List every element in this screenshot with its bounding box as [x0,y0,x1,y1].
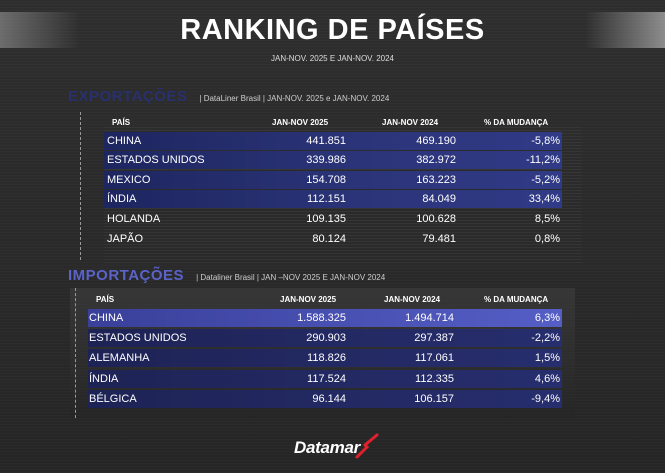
country-name: ESTADOS UNIDOS [107,154,205,166]
table-row: ÍNDIA 117.524 112.335 4,6% [88,370,562,388]
table-row: HOLANDA 109.135 100.628 8,5% [104,210,562,228]
country-name: CHINA [107,135,142,147]
col-change: % DA MUDANÇA [484,118,549,127]
table-row: JAPÃO 80.124 79.481 0,8% [104,230,562,248]
decor-shine-right [585,12,665,48]
value-change: 8,5% [534,213,560,225]
value-2025: 290.903 [306,332,346,344]
value-2024: 79.481 [422,233,456,245]
imports-divider [75,288,76,418]
value-2025: 109.135 [306,213,346,225]
col-2024: JAN-NOV 2024 [384,295,441,304]
exports-divider [80,112,81,260]
logo-slash-icon [355,433,379,459]
country-name: ÍNDIA [107,193,137,205]
value-2024: 469.190 [416,135,456,147]
value-change: -5,2% [531,174,560,186]
value-2025: 1.588.325 [297,312,346,324]
table-row: ÍNDIA 112.151 84.049 33,4% [104,190,562,208]
value-2025: 96.144 [312,393,346,405]
value-change: 33,4% [528,193,560,205]
value-change: 6,3% [534,312,560,324]
table-row: ESTADOS UNIDOS 290.903 297.387 -2,2% [88,329,562,347]
imports-source: | Dataliner Brasil | JAN –NOV 2025 E JAN… [196,273,386,282]
value-change: 0,8% [534,233,560,245]
country-name: HOLANDA [107,213,161,225]
value-2025: 441.851 [306,135,346,147]
country-name: JAPÃO [107,233,144,245]
value-2024: 112.335 [415,373,454,385]
exports-source: | DataLiner Brasil | JAN-NOV. 2025 e JAN… [199,94,390,103]
value-2025: 117.524 [307,373,346,385]
value-2024: 100.628 [416,213,456,225]
exports-header: EXPORTAÇÕES | DataLiner Brasil | JAN-NOV… [68,88,389,105]
country-name: BÉLGICA [89,393,137,405]
country-name: ALEMANHA [89,352,150,364]
table-row: ESTADOS UNIDOS 339.986 382.972 -11,2% [104,151,562,169]
table-row: MEXICO 154.708 163.223 -5,2% [104,171,562,189]
country-name: ESTADOS UNIDOS [89,332,187,344]
table-row: CHINA 1.588.325 1.494.714 6,3% [88,309,562,327]
imports-header-row: PAÍS JAN-NOV 2025 JAN-NOV 2024 % DA MUDA… [88,292,562,310]
value-change: 1,5% [534,352,560,364]
col-country: PAÍS [112,118,131,127]
value-change: -5,8% [531,135,560,147]
value-change: -9,4% [531,393,560,405]
value-2024: 1.494.714 [405,312,454,324]
exports-table: PAÍS JAN-NOV 2025 JAN-NOV 2024 % DA MUDA… [80,110,582,263]
decor-shine-left [0,12,80,48]
col-2025: JAN-NOV 2025 [280,295,337,304]
value-change: -2,2% [531,332,560,344]
table-row: CHINA 441.851 469.190 -5,8% [104,132,562,150]
value-2025: 112.151 [307,193,346,205]
imports-title: IMPORTAÇÕES [68,267,185,284]
page-title: RANKING DE PAÍSES [180,14,485,46]
value-2024: 106.157 [414,393,454,405]
table-row: BÉLGICA 96.144 106.157 -9,4% [88,390,562,408]
value-2024: 163.223 [416,174,456,186]
col-change: % DA MUDANÇA [484,295,549,304]
value-2024: 297.387 [414,332,454,344]
value-change: -11,2% [525,154,560,166]
country-name: ÍNDIA [89,373,119,385]
imports-table: PAÍS JAN-NOV 2025 JAN-NOV 2024 % DA MUDA… [70,288,575,418]
value-2025: 154.708 [306,174,346,186]
value-2025: 118.826 [307,352,346,364]
exports-header-row: PAÍS JAN-NOV 2025 JAN-NOV 2024 % DA MUDA… [104,115,562,133]
value-2024: 84.049 [422,193,456,205]
col-2024: JAN-NOV 2024 [382,118,439,127]
value-2024: 117.061 [415,352,454,364]
imports-header: IMPORTAÇÕES | Dataliner Brasil | JAN –NO… [68,267,385,284]
table-row: ALEMANHA 118.826 117.061 1,5% [88,349,562,367]
country-name: CHINA [89,312,124,324]
col-2025: JAN-NOV 2025 [272,118,329,127]
datamar-logo: Datamar [294,438,360,457]
value-2024: 382.972 [416,154,456,166]
col-country: PAÍS [96,295,115,304]
exports-title: EXPORTAÇÕES [68,88,188,105]
value-change: 4,6% [534,373,560,385]
page-subtitle: JAN-NOV. 2025 E JAN-NOV. 2024 [270,54,395,63]
country-name: MEXICO [107,174,151,186]
value-2025: 339.986 [306,154,346,166]
value-2025: 80.124 [312,233,346,245]
